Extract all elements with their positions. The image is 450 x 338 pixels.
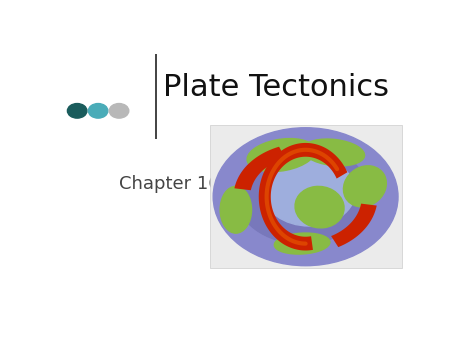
Ellipse shape — [274, 233, 330, 254]
Circle shape — [213, 128, 398, 266]
Ellipse shape — [295, 186, 344, 228]
Ellipse shape — [343, 166, 387, 207]
Polygon shape — [331, 203, 377, 247]
Ellipse shape — [220, 186, 252, 233]
Ellipse shape — [302, 139, 365, 166]
Circle shape — [263, 157, 356, 226]
Text: Chapter 16: Chapter 16 — [119, 175, 220, 193]
Circle shape — [68, 103, 87, 118]
Circle shape — [236, 144, 369, 244]
Polygon shape — [259, 143, 347, 250]
Text: Plate Tectonics: Plate Tectonics — [162, 73, 389, 102]
Ellipse shape — [247, 139, 315, 172]
Circle shape — [109, 103, 129, 118]
Polygon shape — [234, 147, 285, 190]
FancyBboxPatch shape — [210, 125, 401, 268]
Circle shape — [88, 103, 108, 118]
